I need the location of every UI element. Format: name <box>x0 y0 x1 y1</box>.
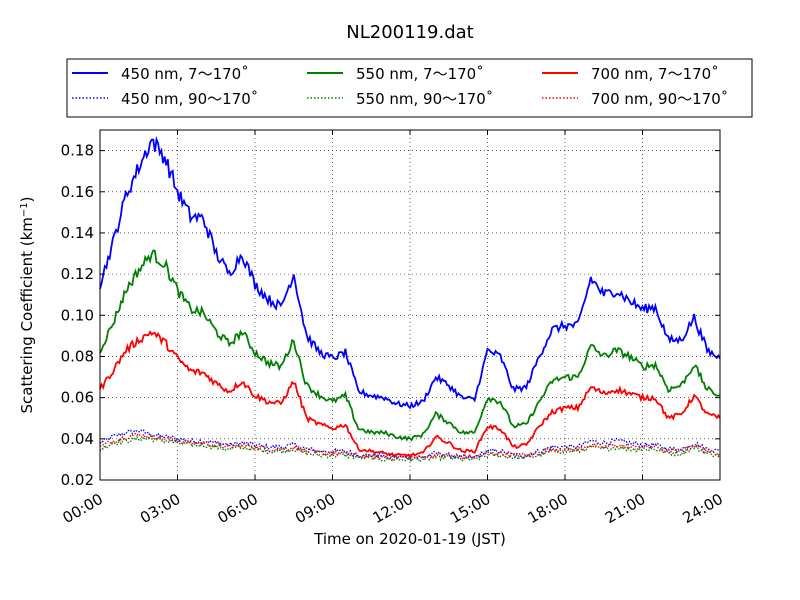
y-axis-label-close: ) <box>18 196 36 202</box>
series-line-450-nm-7-170- <box>99 135 721 410</box>
y-tick-label: 0.02 <box>61 471 94 489</box>
legend-label: 550 nm, 7～170˚ <box>356 65 484 83</box>
series-line-450-nm-90-170- <box>99 428 721 461</box>
grid <box>100 130 720 481</box>
y-axis: 0.02 0.04 0.06 0.08 0.10 0.12 0.14 0.16 0.18 <box>61 142 720 489</box>
x-tick-label: 21:00 <box>602 490 648 527</box>
y-tick-label: 0.08 <box>61 347 94 365</box>
x-tick-label: 12:00 <box>370 490 416 527</box>
legend: 450 nm, 7～170˚ 550 nm, 7～170˚ 700 nm, 7～17… <box>66 58 753 118</box>
x-tick-label: 03:00 <box>137 490 183 527</box>
x-tick-label: 09:00 <box>292 490 338 527</box>
legend-label: 550 nm, 90～170˚ <box>356 90 493 108</box>
x-axis-label: Time on 2020-01-19 (JST) <box>313 530 506 548</box>
y-tick-label: 0.18 <box>61 142 94 160</box>
x-tick-label: 24:00 <box>680 490 726 527</box>
y-tick-label: 0.16 <box>61 183 94 201</box>
y-axis-label-superscript: −1 <box>19 202 30 217</box>
x-tick-label: 18:00 <box>525 490 571 527</box>
legend-label: 700 nm, 90～170˚ <box>591 90 728 108</box>
y-tick-label: 0.10 <box>61 306 94 324</box>
legend-label: 450 nm, 90～170˚ <box>121 90 258 108</box>
legend-label: 700 nm, 7～170˚ <box>591 65 719 83</box>
legend-label: 450 nm, 7～170˚ <box>121 65 249 83</box>
x-axis: 00:00 03:00 06:00 09:00 12:00 15:00 18:00 21:00… <box>60 130 726 527</box>
plot-area <box>99 135 721 463</box>
series-line-700-nm-7-170- <box>99 330 721 458</box>
x-tick-label: 06:00 <box>215 490 261 527</box>
x-tick-label: 15:00 <box>447 490 493 527</box>
series-line-550-nm-7-170- <box>99 249 721 442</box>
y-tick-label: 0.06 <box>61 389 94 407</box>
y-tick-label: 0.04 <box>61 430 94 448</box>
chart-title: NL200119.dat <box>346 22 473 43</box>
legend-box <box>66 58 753 118</box>
y-axis-label: Scattering Coefficient (km−1) <box>18 196 36 413</box>
x-tick-label: 00:00 <box>60 490 106 527</box>
y-tick-label: 0.12 <box>61 265 94 283</box>
y-axis-label-main: Scattering Coefficient (km <box>18 217 36 413</box>
y-tick-label: 0.14 <box>61 224 94 242</box>
series-line-700-nm-90-170- <box>99 432 721 461</box>
